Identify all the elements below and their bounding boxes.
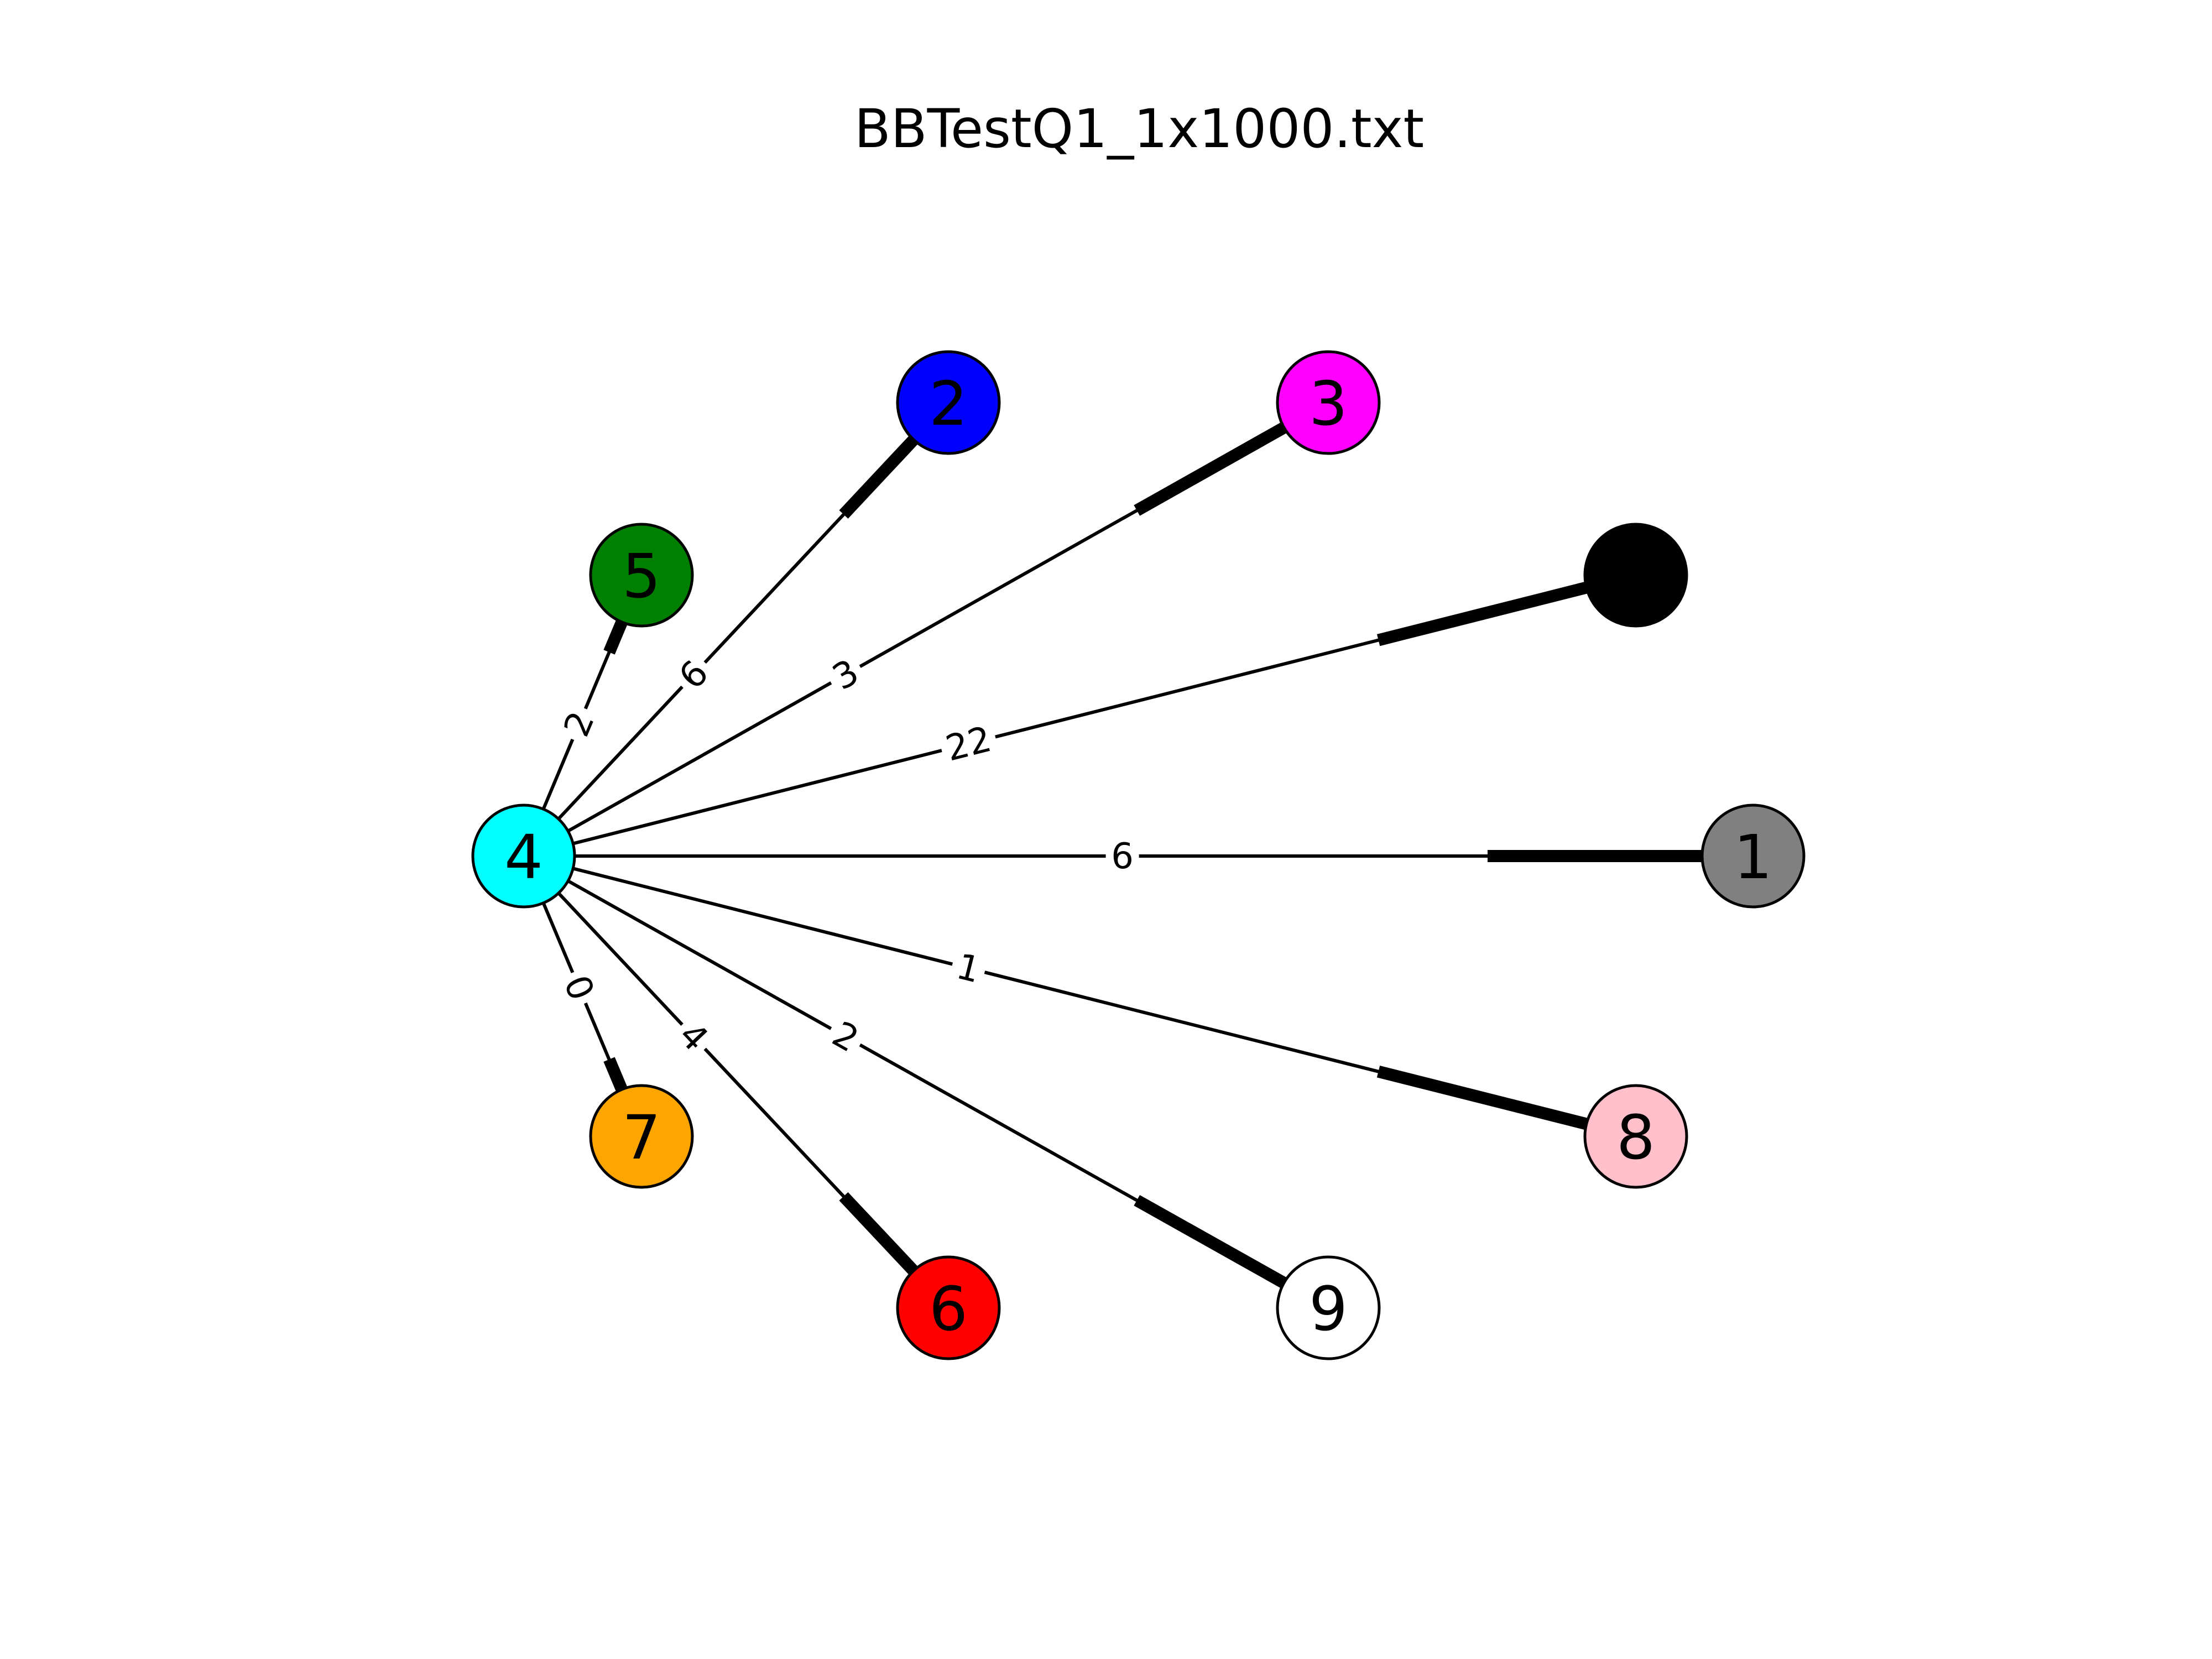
edge-label-background: [554, 964, 604, 1011]
edge-4-6: 4: [522, 854, 950, 1310]
node-8: 8: [1583, 1084, 1688, 1189]
edge-label: 22: [937, 717, 1000, 770]
node-5: 5: [589, 523, 694, 628]
node-circle: [896, 1255, 1001, 1360]
edge-4-3: 3: [523, 401, 1329, 858]
node-circle: [1276, 350, 1381, 455]
node-circle: [589, 523, 694, 628]
node-circle: [589, 1084, 694, 1189]
node-label: 5: [622, 541, 661, 612]
node-4: 4: [471, 804, 576, 909]
edge-arrowhead: [1376, 1065, 1594, 1131]
node-circle: [1583, 523, 1688, 628]
node-1: 1: [1700, 804, 1806, 909]
edge-4-8: 1: [523, 854, 1636, 1138]
edge-label: 2: [554, 701, 604, 747]
edge-label: 1: [947, 945, 990, 992]
node-label: 2: [929, 368, 968, 439]
diagram-title: BBTestQ1_1x1000.txt: [854, 98, 1424, 160]
node-circle: [1276, 1255, 1381, 1360]
edge-arrowhead: [1376, 580, 1594, 646]
node-circle: [471, 804, 576, 909]
node-label: 4: [504, 822, 543, 893]
node-label: 6: [929, 1274, 968, 1344]
edge-label: 6: [1105, 836, 1139, 877]
edge-label: 3: [821, 649, 870, 701]
edge-label: 0: [554, 964, 604, 1011]
node-9: 9: [1276, 1255, 1381, 1360]
edge-arrowhead: [839, 1192, 922, 1279]
node-0: [1583, 523, 1688, 628]
node-circle: [896, 350, 1001, 455]
edge-4-9: 2: [523, 854, 1329, 1310]
edge-label: 2: [821, 1011, 870, 1062]
edge-arrowhead: [839, 431, 922, 519]
edge-label-text: 6: [1111, 836, 1134, 877]
node-2: 2: [896, 350, 1001, 455]
edge-4-0: 22: [523, 573, 1636, 858]
edge-label-background: [1105, 836, 1139, 876]
edge-label-background: [821, 649, 870, 701]
node-label: 7: [622, 1102, 661, 1173]
node-label: 1: [1734, 822, 1772, 893]
edge-label-background: [821, 1011, 870, 1062]
edge-4-1: 6: [524, 836, 1753, 877]
edge-arrowhead: [1134, 419, 1292, 516]
edge-arrowhead: [1134, 1194, 1292, 1291]
edge-label-background: [667, 1011, 719, 1063]
node-circle: [1583, 1084, 1688, 1189]
edge-4-2: 6: [522, 401, 950, 858]
node-circle: [1700, 804, 1806, 909]
edge-label-background: [937, 717, 1000, 770]
node-7: 7: [589, 1084, 694, 1189]
edge-label-background: [667, 649, 719, 701]
node-3: 3: [1276, 350, 1381, 455]
node-label: 8: [1616, 1102, 1655, 1173]
edge-label-background: [947, 945, 990, 992]
node-label: 9: [1309, 1274, 1348, 1344]
edge-label-background: [554, 701, 604, 747]
node-label: 3: [1309, 368, 1348, 439]
node-6: 6: [896, 1255, 1001, 1360]
